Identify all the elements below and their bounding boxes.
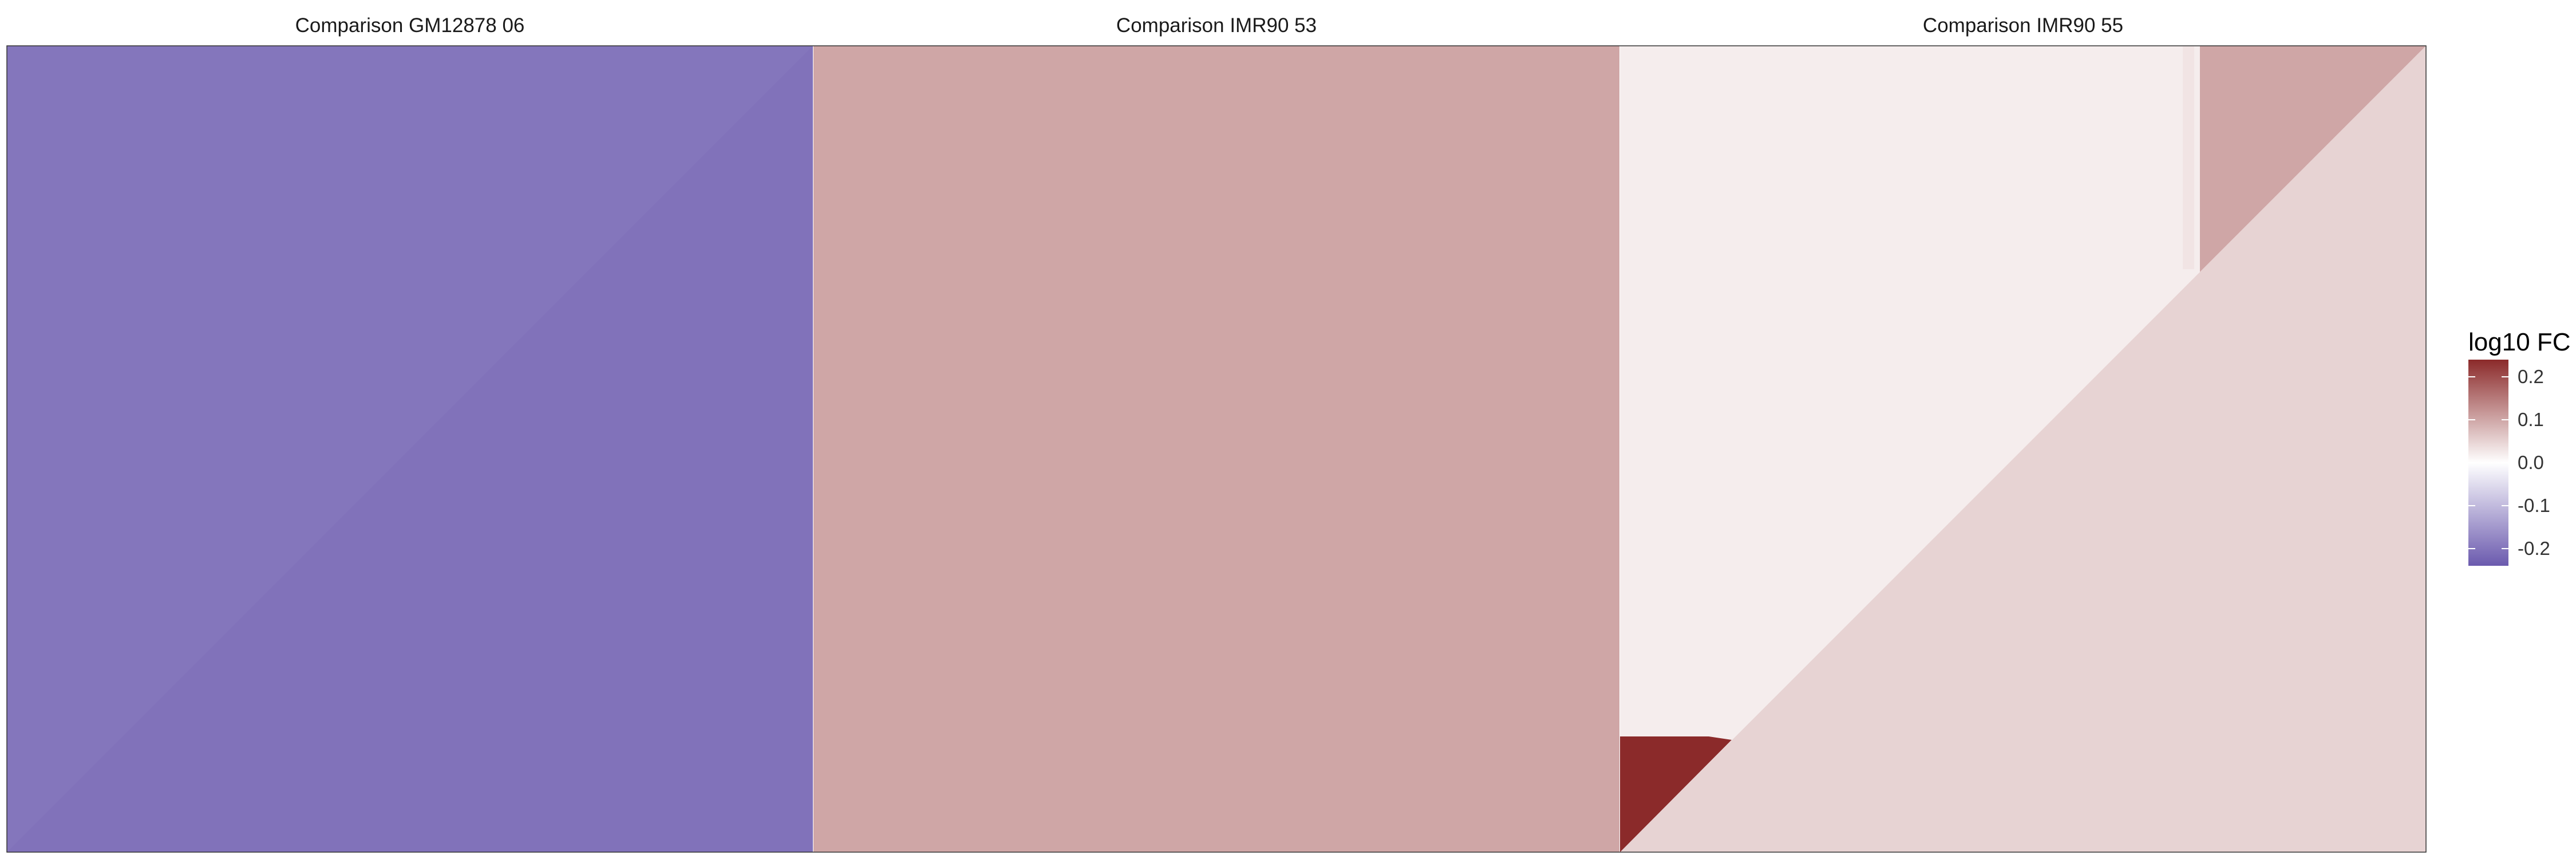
panel-imr90-53: Comparison IMR90 53 [813, 14, 1619, 852]
legend-ticks: 0.2 0.1 0.0 -0.1 -0.2 [2468, 366, 2550, 559]
heatmap-lower-triangle [7, 46, 813, 852]
legend-tick-label: 0.2 [2518, 366, 2544, 387]
legend-title: log10 FC [2468, 328, 2571, 356]
heatmap-region-strip [2183, 46, 2194, 269]
panel-title: Comparison IMR90 55 [1923, 14, 2123, 37]
panel-title: Comparison GM12878 06 [295, 14, 525, 37]
panel-gm12878-06: Comparison GM12878 06 [7, 14, 813, 852]
heatmap-cell-fill [813, 46, 1619, 852]
legend-tick-label: 0.0 [2518, 452, 2544, 473]
panel-title: Comparison IMR90 53 [1116, 14, 1317, 37]
legend-tick-label: -0.2 [2518, 538, 2550, 559]
heatmap-region-bottom-left [1620, 736, 1732, 852]
color-legend: log10 FC 0.2 0.1 0.0 -0.1 -0.2 [2468, 328, 2571, 566]
legend-tick-label: 0.1 [2518, 409, 2544, 430]
panel-imr90-55: Comparison IMR90 55 [1620, 14, 2426, 852]
plot-border [6, 45, 2427, 853]
heatmap-region-lower-triangle [1620, 46, 2426, 852]
legend-tick-label: -0.1 [2518, 495, 2550, 516]
